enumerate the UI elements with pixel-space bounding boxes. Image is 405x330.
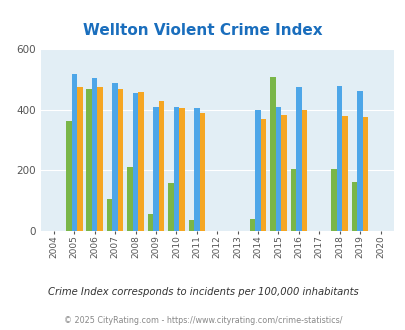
Bar <box>269 77 275 231</box>
Bar <box>275 107 281 231</box>
Bar <box>351 182 356 231</box>
Text: © 2025 CityRating.com - https://www.cityrating.com/crime-statistics/: © 2025 CityRating.com - https://www.city… <box>64 315 341 325</box>
Bar <box>330 169 336 231</box>
Text: Crime Index corresponds to incidents per 100,000 inhabitants: Crime Index corresponds to incidents per… <box>47 287 358 297</box>
Bar <box>112 83 117 231</box>
Bar <box>107 199 112 231</box>
Bar <box>199 113 205 231</box>
Bar <box>117 89 123 231</box>
Bar <box>132 93 138 231</box>
Bar <box>301 110 307 231</box>
Bar <box>71 74 77 231</box>
Bar <box>188 219 194 231</box>
Bar <box>173 107 179 231</box>
Bar <box>336 86 342 231</box>
Bar <box>290 169 295 231</box>
Bar <box>179 109 184 231</box>
Bar <box>77 87 82 231</box>
Bar <box>249 219 255 231</box>
Bar <box>127 167 132 231</box>
Bar <box>147 214 153 231</box>
Bar <box>66 120 71 231</box>
Bar <box>92 78 97 231</box>
Bar <box>362 116 367 231</box>
Bar <box>281 115 286 231</box>
Bar <box>138 92 143 231</box>
Bar <box>86 89 92 231</box>
Bar <box>158 101 164 231</box>
Bar <box>194 108 199 231</box>
Bar <box>153 107 158 231</box>
Bar <box>255 110 260 231</box>
Bar <box>168 182 173 231</box>
Bar <box>342 116 347 231</box>
Bar <box>97 87 103 231</box>
Bar <box>295 87 301 231</box>
Bar <box>356 91 362 231</box>
Bar <box>260 119 266 231</box>
Text: Wellton Violent Crime Index: Wellton Violent Crime Index <box>83 23 322 38</box>
